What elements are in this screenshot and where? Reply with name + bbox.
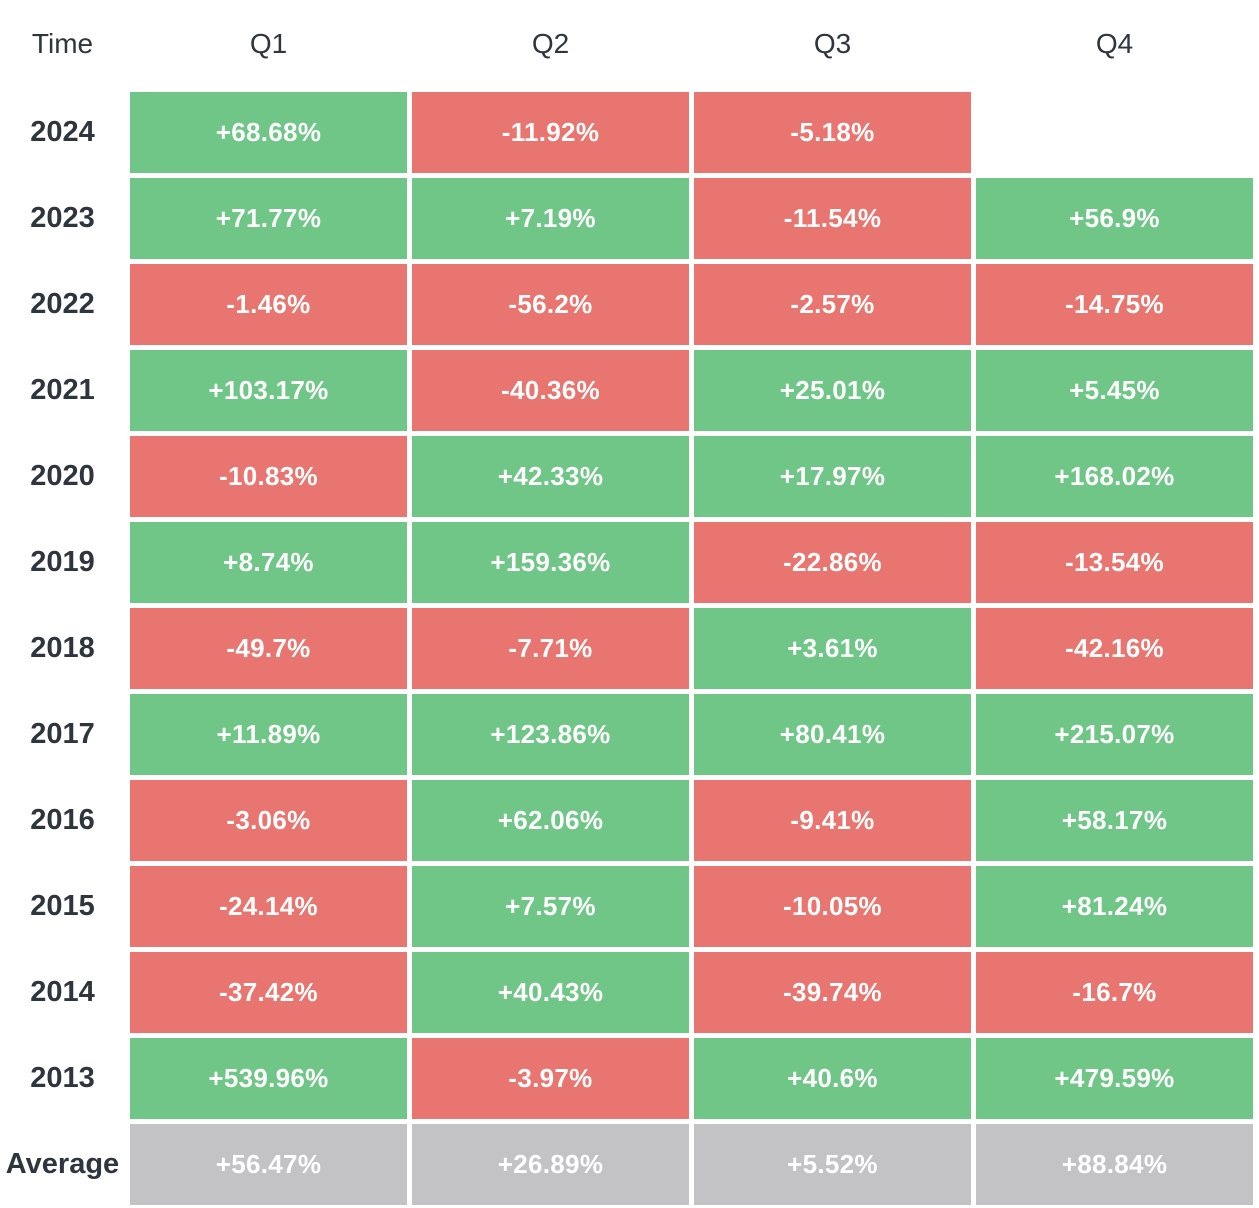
cell-2019-q4: -13.54%: [976, 522, 1253, 603]
cell-2013-q4: +479.59%: [976, 1038, 1253, 1119]
column-header-q3: Q3: [694, 0, 971, 87]
cell-2024-q2: -11.92%: [412, 92, 689, 173]
cell-2015-q1: -24.14%: [130, 866, 407, 947]
cell-2020-q1: -10.83%: [130, 436, 407, 517]
cell-2021-q4: +5.45%: [976, 350, 1253, 431]
cell-2024-q1: +68.68%: [130, 92, 407, 173]
cell-average-q2: +26.89%: [412, 1124, 689, 1205]
cell-2022-q4: -14.75%: [976, 264, 1253, 345]
cell-2017-q1: +11.89%: [130, 694, 407, 775]
cell-2015-q3: -10.05%: [694, 866, 971, 947]
row-label-2021: 2021: [0, 350, 125, 431]
row-label-2017: 2017: [0, 694, 125, 775]
cell-2016-q3: -9.41%: [694, 780, 971, 861]
cell-2018-q2: -7.71%: [412, 608, 689, 689]
cell-2013-q2: -3.97%: [412, 1038, 689, 1119]
row-label-2018: 2018: [0, 608, 125, 689]
column-header-q4: Q4: [976, 0, 1253, 87]
cell-2020-q4: +168.02%: [976, 436, 1253, 517]
cell-2022-q1: -1.46%: [130, 264, 407, 345]
cell-2023-q2: +7.19%: [412, 178, 689, 259]
cell-2024-q3: -5.18%: [694, 92, 971, 173]
cell-2014-q1: -37.42%: [130, 952, 407, 1033]
cell-average-q4: +88.84%: [976, 1124, 1253, 1205]
cell-2014-q4: -16.7%: [976, 952, 1253, 1033]
cell-2018-q4: -42.16%: [976, 608, 1253, 689]
cell-average-q3: +5.52%: [694, 1124, 971, 1205]
cell-2018-q1: -49.7%: [130, 608, 407, 689]
cell-2016-q1: -3.06%: [130, 780, 407, 861]
cell-2018-q3: +3.61%: [694, 608, 971, 689]
row-label-2019: 2019: [0, 522, 125, 603]
cell-2021-q3: +25.01%: [694, 350, 971, 431]
cell-2023-q1: +71.77%: [130, 178, 407, 259]
cell-2017-q3: +80.41%: [694, 694, 971, 775]
cell-2014-q2: +40.43%: [412, 952, 689, 1033]
cell-2016-q2: +62.06%: [412, 780, 689, 861]
cell-2013-q3: +40.6%: [694, 1038, 971, 1119]
row-label-2014: 2014: [0, 952, 125, 1033]
cell-2016-q4: +58.17%: [976, 780, 1253, 861]
cell-2024-q4: [976, 92, 1253, 173]
cell-2014-q3: -39.74%: [694, 952, 971, 1033]
cell-2015-q2: +7.57%: [412, 866, 689, 947]
cell-2019-q2: +159.36%: [412, 522, 689, 603]
row-label-2023: 2023: [0, 178, 125, 259]
cell-2022-q2: -56.2%: [412, 264, 689, 345]
cell-2019-q3: -22.86%: [694, 522, 971, 603]
cell-2013-q1: +539.96%: [130, 1038, 407, 1119]
column-header-q2: Q2: [412, 0, 689, 87]
column-header-q1: Q1: [130, 0, 407, 87]
cell-2023-q3: -11.54%: [694, 178, 971, 259]
row-label-average: Average: [0, 1124, 125, 1205]
cell-2021-q2: -40.36%: [412, 350, 689, 431]
cell-2019-q1: +8.74%: [130, 522, 407, 603]
cell-2020-q2: +42.33%: [412, 436, 689, 517]
row-label-2013: 2013: [0, 1038, 125, 1119]
cell-2022-q3: -2.57%: [694, 264, 971, 345]
row-label-2022: 2022: [0, 264, 125, 345]
row-label-2024: 2024: [0, 92, 125, 173]
row-label-2016: 2016: [0, 780, 125, 861]
cell-average-q1: +56.47%: [130, 1124, 407, 1205]
row-label-2015: 2015: [0, 866, 125, 947]
cell-2015-q4: +81.24%: [976, 866, 1253, 947]
cell-2017-q2: +123.86%: [412, 694, 689, 775]
cell-2020-q3: +17.97%: [694, 436, 971, 517]
cell-2017-q4: +215.07%: [976, 694, 1253, 775]
row-label-2020: 2020: [0, 436, 125, 517]
column-header-time: Time: [0, 0, 125, 87]
cell-2021-q1: +103.17%: [130, 350, 407, 431]
cell-2023-q4: +56.9%: [976, 178, 1253, 259]
